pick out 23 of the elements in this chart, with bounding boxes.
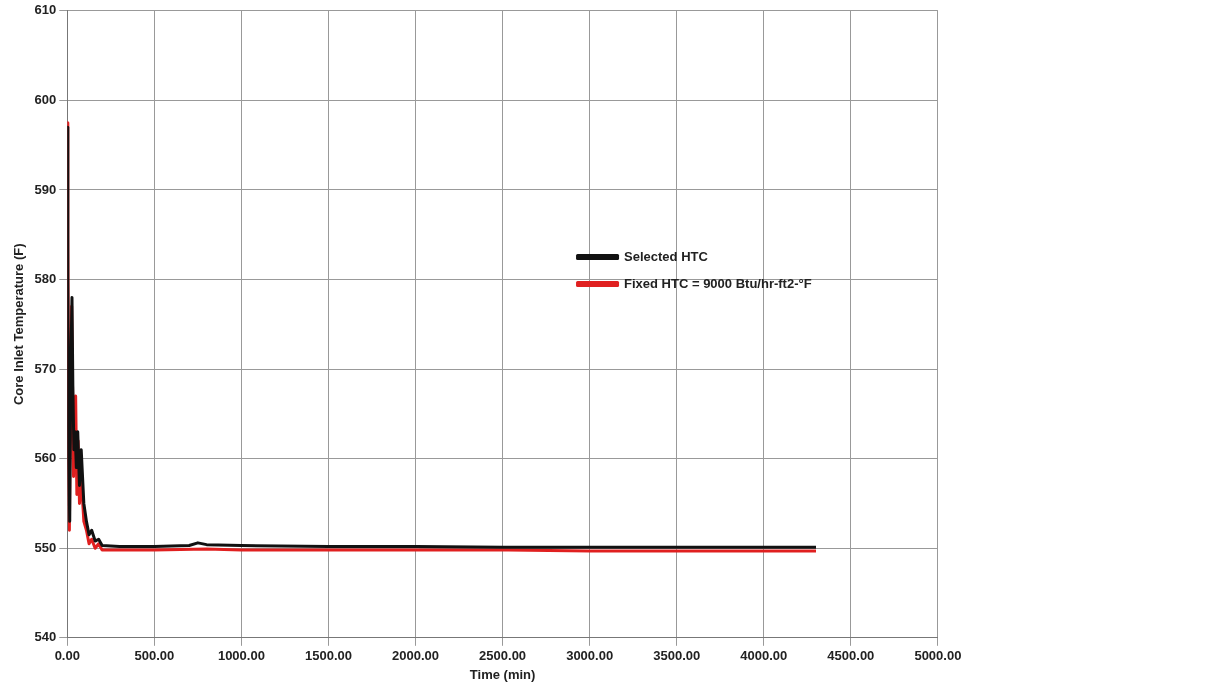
x-tick-label: 3500.00	[653, 648, 701, 664]
legend-label: Selected HTC	[624, 248, 709, 264]
y-tick-label: 610	[34, 2, 57, 18]
x-axis-title: Time (min)	[469, 666, 536, 682]
y-tick-label: 590	[34, 181, 57, 197]
x-tick-label: 2000.00	[392, 648, 440, 664]
x-tick-label: 4000.00	[740, 648, 788, 664]
y-tick-label: 540	[34, 629, 57, 645]
y-tick-label: 570	[34, 360, 57, 376]
y-tick-label: 560	[34, 450, 57, 466]
y-axis-title: Core Inlet Temperature (F)	[11, 243, 27, 406]
x-tick-label: 4500.00	[827, 648, 875, 664]
x-tick-label: 1000.00	[217, 648, 265, 664]
x-tick-label: 2500.00	[479, 648, 527, 664]
x-tick-label: 3000.00	[566, 648, 614, 664]
y-tick-label: 580	[34, 271, 57, 287]
x-tick-label: 5000.00	[914, 648, 962, 664]
y-tick-label: 600	[34, 91, 57, 107]
x-tick-label: 0.00	[54, 648, 80, 664]
y-tick-label: 550	[34, 539, 57, 555]
x-tick-label: 1500.00	[304, 648, 352, 664]
x-tick-label: 500.00	[134, 648, 175, 664]
legend-label: Fixed HTC = 9000 Btu/hr-ft2-°F	[624, 275, 812, 291]
